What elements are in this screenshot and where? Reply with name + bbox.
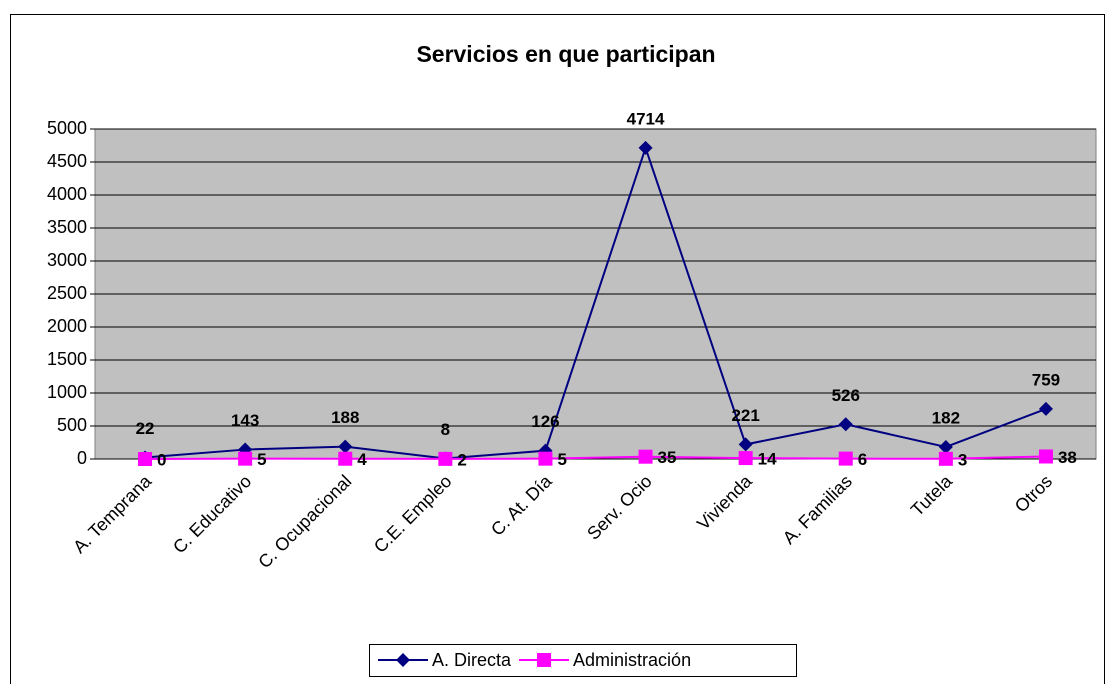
- y-tick-label: 4000: [47, 184, 87, 204]
- y-tick-label: 2000: [47, 316, 87, 336]
- data-label: 188: [331, 408, 359, 427]
- y-tick-label: 0: [77, 448, 87, 468]
- marker: [538, 451, 553, 466]
- data-label: 5: [557, 450, 566, 469]
- data-label: 0: [157, 450, 166, 469]
- marker: [838, 417, 853, 432]
- marker: [738, 437, 753, 452]
- y-tick-label: 3000: [47, 250, 87, 270]
- legend-label: Administración: [573, 650, 691, 670]
- data-label: 143: [231, 411, 259, 430]
- marker: [838, 451, 853, 466]
- data-label: 14: [758, 450, 777, 469]
- data-label: 2: [457, 450, 466, 469]
- marker: [338, 439, 353, 454]
- marker: [396, 653, 410, 667]
- y-tick-label: 1500: [47, 349, 87, 369]
- marker: [537, 653, 552, 667]
- data-label: 526: [832, 386, 860, 405]
- legend-label: A. Directa: [432, 650, 512, 670]
- marker: [1038, 449, 1053, 464]
- marker: [238, 451, 253, 466]
- y-tick-label: 5000: [47, 118, 87, 138]
- data-label: 3: [958, 450, 967, 469]
- y-tick-label: 1000: [47, 382, 87, 402]
- data-label: 4: [357, 450, 367, 469]
- data-label: 8: [441, 420, 450, 439]
- marker: [638, 140, 653, 155]
- marker: [738, 451, 753, 466]
- data-label: 759: [1032, 370, 1060, 389]
- y-tick-label: 4500: [47, 151, 87, 171]
- series-line: [144, 144, 1047, 460]
- y-tick-label: 3500: [47, 217, 87, 237]
- marker: [438, 451, 453, 466]
- data-label: 35: [658, 448, 677, 467]
- marker: [1038, 401, 1053, 416]
- data-label: 22: [136, 419, 155, 438]
- data-label: 6: [858, 450, 867, 469]
- marker: [938, 439, 953, 454]
- marker: [938, 451, 953, 466]
- data-label: 5: [257, 450, 266, 469]
- data-label: 221: [731, 406, 759, 425]
- chart-title: Servicios en que participan: [416, 41, 715, 67]
- marker: [138, 452, 153, 466]
- data-label: 38: [1058, 448, 1077, 467]
- series-line: [145, 455, 1046, 460]
- data-label: 182: [932, 408, 960, 427]
- marker: [338, 451, 353, 466]
- legend: [369, 644, 797, 677]
- y-tick-label: 500: [57, 415, 87, 435]
- data-label: 4714: [627, 109, 665, 128]
- y-tick-label: 2500: [47, 283, 87, 303]
- data-label: 126: [531, 412, 559, 431]
- marker: [638, 449, 653, 464]
